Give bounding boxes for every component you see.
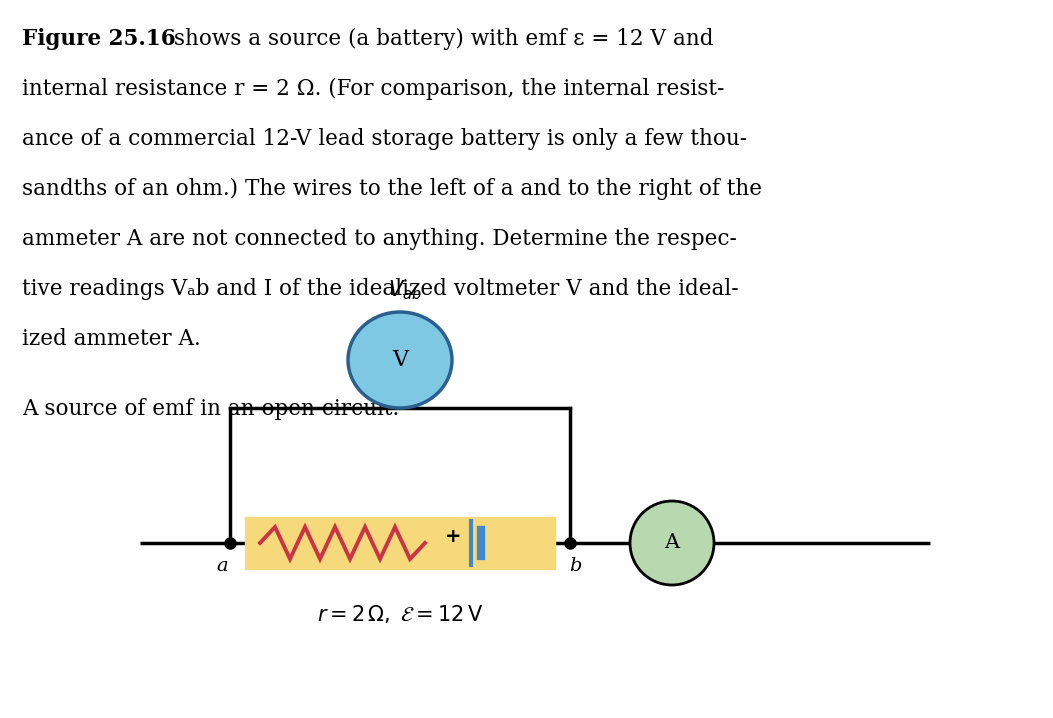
Text: tive readings Vₐb and I of the idealized voltmeter V and the ideal-: tive readings Vₐb and I of the idealized…	[22, 278, 738, 300]
Text: +: +	[444, 528, 461, 546]
Text: ance of a commercial 12-V lead storage battery is only a few thou-: ance of a commercial 12-V lead storage b…	[22, 128, 748, 150]
Text: $r = 2\,\Omega,\;\mathcal{E} = 12\,\mathrm{V}$: $r = 2\,\Omega,\;\mathcal{E} = 12\,\math…	[317, 603, 483, 625]
Text: V: V	[392, 349, 409, 371]
Text: shows a source (a battery) with emf ε = 12 V and: shows a source (a battery) with emf ε = …	[167, 28, 714, 50]
Text: a: a	[216, 557, 227, 575]
Bar	[245, 517, 555, 569]
Ellipse shape	[347, 312, 452, 408]
Text: Figure 25.16: Figure 25.16	[22, 28, 176, 50]
Text: ammeter A are not connected to anything. Determine the respec-: ammeter A are not connected to anything.…	[22, 228, 737, 250]
Text: ized ammeter A.: ized ammeter A.	[22, 328, 201, 350]
Circle shape	[630, 501, 714, 585]
Text: b: b	[569, 557, 581, 575]
Text: A source of emf in an open circuit.: A source of emf in an open circuit.	[22, 398, 399, 420]
Text: internal resistance r = 2 Ω. (For comparison, the internal resist-: internal resistance r = 2 Ω. (For compar…	[22, 78, 724, 100]
Text: sandths of an ohm.) The wires to the left of a and to the right of the: sandths of an ohm.) The wires to the lef…	[22, 178, 762, 200]
Text: A: A	[664, 533, 679, 552]
Text: $V_{ab}$: $V_{ab}$	[389, 279, 422, 302]
